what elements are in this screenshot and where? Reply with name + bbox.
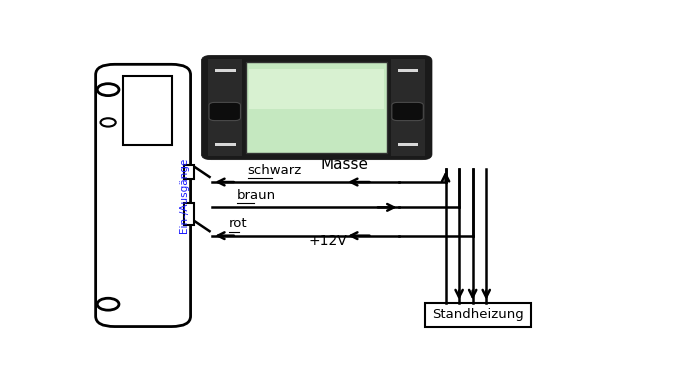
Bar (425, 303, 531, 327)
Bar (398, 143, 419, 146)
Bar (183, 165, 195, 179)
Text: braun: braun (237, 189, 276, 202)
Bar (215, 143, 236, 146)
Bar (183, 203, 195, 225)
Text: schwarz: schwarz (248, 164, 302, 177)
Bar (398, 69, 419, 72)
Text: +12V: +12V (309, 235, 348, 248)
Text: Standheizung: Standheizung (432, 308, 524, 321)
Bar (391, 59, 425, 156)
Text: Masse: Masse (321, 157, 369, 171)
FancyBboxPatch shape (209, 103, 241, 121)
Bar (122, 76, 172, 145)
Circle shape (97, 298, 119, 310)
FancyBboxPatch shape (202, 55, 432, 160)
Circle shape (101, 118, 116, 127)
Bar (215, 69, 236, 72)
Bar (246, 62, 387, 153)
Text: rot: rot (228, 217, 247, 230)
Text: Ein-/Ausgänge: Ein-/Ausgänge (179, 158, 189, 233)
Bar (249, 68, 384, 110)
Bar (209, 59, 242, 156)
FancyBboxPatch shape (96, 64, 190, 327)
FancyBboxPatch shape (392, 103, 424, 121)
Circle shape (97, 84, 119, 96)
